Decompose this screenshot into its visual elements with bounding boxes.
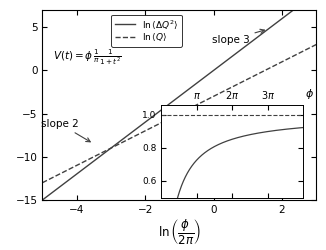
X-axis label: $\ln \left( \dfrac{\phi}{2\pi} \right)$: $\ln \left( \dfrac{\phi}{2\pi} \right)$ [157, 218, 201, 247]
$\ln \langle Q \rangle$ [203, 99, 207, 102]
Text: $2\pi$: $2\pi$ [225, 89, 239, 101]
$\ln \langle Q \rangle$ [271, 65, 275, 68]
$\ln \langle Q \rangle$ [40, 181, 44, 184]
Text: $\pi$: $\pi$ [193, 91, 201, 101]
Line: $\ln \langle \Delta Q^2 \rangle$: $\ln \langle \Delta Q^2 \rangle$ [42, 0, 316, 200]
$\ln \langle Q \rangle$ [202, 100, 206, 102]
$\ln \langle Q \rangle$ [314, 43, 318, 46]
$\ln \langle Q \rangle$ [41, 181, 45, 184]
$\ln \langle \Delta Q^2 \rangle$ [202, 76, 206, 79]
$\ln \langle \Delta Q^2 \rangle$ [271, 24, 275, 27]
Line: $\ln \langle Q \rangle$: $\ln \langle Q \rangle$ [42, 44, 316, 183]
$\ln \langle Q \rangle$ [208, 97, 212, 100]
$\ln \langle \Delta Q^2 \rangle$ [41, 198, 45, 201]
Text: slope 3: slope 3 [212, 29, 264, 45]
Text: $V(t) = \phi \, \frac{1}{\pi} \frac{1}{1+t^2}$: $V(t) = \phi \, \frac{1}{\pi} \frac{1}{1… [52, 48, 122, 67]
Text: $\phi$: $\phi$ [304, 87, 314, 101]
Text: slope 2: slope 2 [41, 118, 90, 142]
Text: $3\pi$: $3\pi$ [260, 89, 275, 101]
Legend: $\ln \langle \Delta Q^2 \rangle$, $\ln \langle Q \rangle$: $\ln \langle \Delta Q^2 \rangle$, $\ln \… [111, 14, 182, 47]
$\ln \langle Q \rangle$ [289, 56, 292, 59]
$\ln \langle \Delta Q^2 \rangle$ [289, 11, 292, 14]
$\ln \langle \Delta Q^2 \rangle$ [203, 75, 207, 78]
$\ln \langle \Delta Q^2 \rangle$ [208, 72, 212, 75]
$\ln \langle \Delta Q^2 \rangle$ [40, 198, 44, 202]
